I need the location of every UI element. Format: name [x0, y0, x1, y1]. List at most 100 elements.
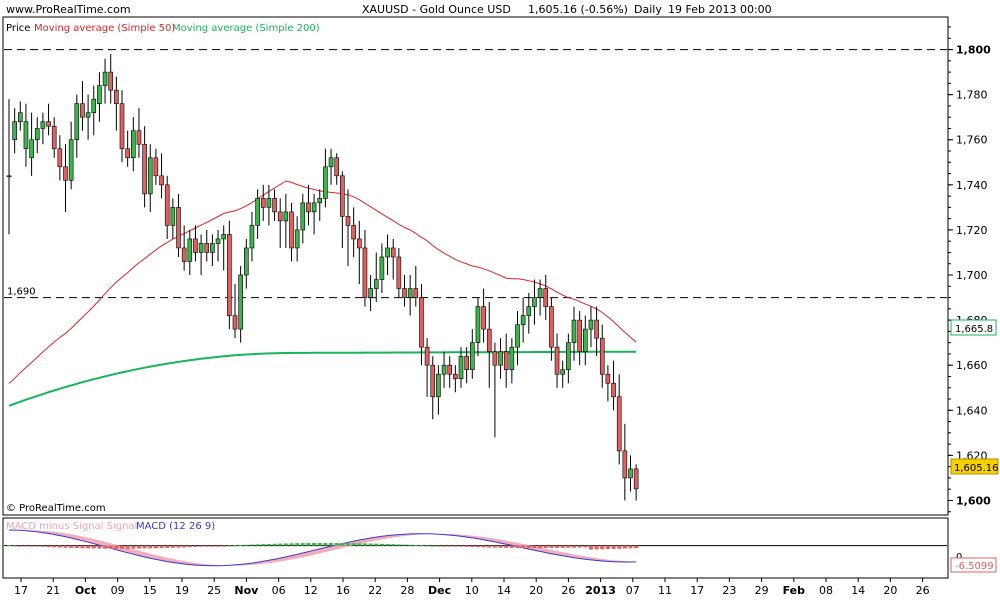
macd-histogram-bar: [136, 545, 141, 549]
y-tick-label: 1,720: [956, 224, 988, 237]
candle-body: [181, 247, 187, 262]
macd-histogram-bar: [509, 545, 514, 548]
candle-body: [34, 128, 40, 141]
candle-body: [588, 319, 594, 330]
macd-histogram-bar: [187, 545, 192, 548]
candle-body: [458, 355, 464, 380]
legend-ma200: Moving average (Simple 200): [172, 23, 320, 34]
candle-body: [238, 274, 243, 330]
macd-histogram-bar: [555, 545, 560, 548]
macd-histogram-bar: [543, 545, 548, 549]
legend-ma50: Moving average (Simple 50): [34, 23, 175, 34]
candle-body: [430, 364, 436, 398]
macd-histogram-bar: [120, 545, 124, 549]
macd-histogram-bar: [114, 545, 119, 549]
candle-body: [526, 306, 532, 316]
candle-body: [97, 85, 102, 104]
macd-histogram-bar: [289, 543, 294, 546]
candle-body: [51, 125, 57, 150]
x-tick-label: Feb: [783, 584, 806, 597]
x-tick-label: 17: [14, 584, 28, 597]
macd-histogram-bar: [46, 545, 51, 548]
macd-histogram-bar: [549, 545, 554, 548]
macd-histogram-bar: [628, 545, 633, 549]
candle-body: [328, 157, 334, 168]
macd-histogram-bar: [329, 542, 334, 546]
candle-body: [289, 211, 294, 249]
macd-histogram-bar: [362, 543, 367, 546]
candle-body: [272, 198, 277, 213]
y-tick-label: 1,760: [956, 134, 988, 147]
legend-macd-diff: MACD minus Signal Signal: [6, 521, 137, 532]
y-tick-label: 1,780: [956, 89, 988, 102]
candle-body: [164, 184, 170, 226]
candle-body: [80, 103, 85, 118]
candle-body: [334, 157, 340, 177]
x-tick-label: 21: [46, 584, 60, 597]
candle-body: [577, 319, 582, 352]
macd-histogram-bar: [402, 544, 407, 546]
x-tick-label: 12: [304, 584, 318, 597]
macd-histogram-bar: [379, 543, 384, 546]
candle-body: [554, 346, 560, 375]
macd-histogram-bar: [323, 542, 328, 546]
macd-histogram-bar: [577, 545, 582, 548]
macd-histogram-bar: [142, 545, 147, 549]
x-tick-label: 26: [561, 584, 575, 597]
candle-body: [176, 207, 181, 249]
candle-body: [266, 198, 272, 208]
candle-body: [616, 396, 622, 452]
x-tick-label: 20: [883, 584, 897, 597]
macd-histogram-bar: [464, 545, 469, 547]
x-tick-label: 25: [207, 584, 221, 597]
candle-body: [170, 207, 176, 226]
macd-histogram-bar: [57, 545, 62, 548]
candle-body: [345, 216, 351, 226]
last-price-label: 1,605.16: [954, 463, 999, 474]
macd-histogram-bar: [148, 545, 153, 549]
candle-body: [187, 238, 193, 262]
ma200-line: [8, 350, 637, 407]
macd-histogram-bar: [425, 545, 430, 547]
candle-body: [249, 225, 255, 249]
candle-body: [520, 315, 526, 325]
y-tick-label: 1,740: [956, 179, 988, 192]
ma50-line: [8, 180, 637, 384]
macd-histogram-bar: [538, 545, 543, 549]
macd-histogram-bar: [153, 545, 158, 549]
candle-body: [396, 256, 402, 289]
candle-body: [29, 139, 34, 159]
hline-label-1690: 1,690: [7, 287, 36, 298]
macd-histogram-bar: [278, 543, 283, 546]
x-tick-label: 15: [143, 584, 157, 597]
ma200-value-label: 1,665.8: [955, 324, 993, 335]
macd-histogram-bar: [125, 545, 130, 549]
candle-body: [379, 256, 385, 280]
candle-body: [611, 382, 616, 398]
macd-histogram-bar: [583, 545, 588, 548]
macd-last-label: -6.5099: [955, 561, 994, 572]
candle-body: [599, 337, 605, 375]
x-tick-label: 26: [916, 584, 930, 597]
candle-body: [244, 247, 249, 276]
quote-label: 1,605.16 (-0.56%): [528, 3, 628, 16]
macd-histogram-bar: [600, 545, 605, 550]
candle-body: [193, 238, 198, 253]
x-tick-label: 14: [497, 584, 511, 597]
x-tick-label: Nov: [234, 584, 259, 597]
candle-body: [300, 202, 306, 231]
macd-histogram-bar: [170, 545, 175, 548]
macd-histogram-bar: [594, 545, 599, 550]
candle-body: [441, 364, 447, 375]
candle-body: [108, 71, 113, 91]
chart-header: www.ProRealTime.com XAUUSD - Gold Ounce …: [0, 3, 1000, 17]
macd-histogram-bar: [634, 545, 639, 549]
macd-histogram-bar: [63, 545, 68, 548]
candle-body: [57, 148, 63, 168]
x-tick-label: 08: [819, 584, 833, 597]
macd-histogram-bar: [560, 545, 565, 548]
candle-body: [85, 112, 91, 118]
macd-histogram-bar: [18, 545, 23, 547]
candle-body: [255, 198, 260, 226]
macd-histogram-bar: [306, 543, 311, 546]
